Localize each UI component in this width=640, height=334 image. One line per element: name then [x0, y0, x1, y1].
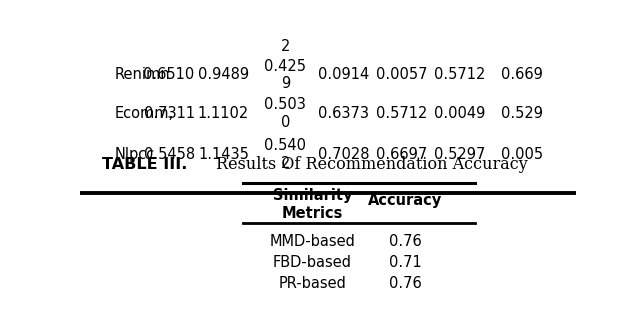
- Text: 0.71: 0.71: [389, 255, 422, 270]
- Text: MMD-based: MMD-based: [269, 234, 355, 249]
- Text: 0.005: 0.005: [500, 147, 543, 162]
- Text: 0.76: 0.76: [389, 234, 422, 249]
- Text: 1.1102: 1.1102: [198, 106, 249, 121]
- Text: 0.540
2: 0.540 2: [264, 138, 307, 171]
- Text: Results Of Recommendation Accuracy: Results Of Recommendation Accuracy: [216, 156, 527, 173]
- Text: 2: 2: [281, 39, 290, 54]
- Text: Accuracy: Accuracy: [369, 193, 443, 208]
- Text: 0.6373: 0.6373: [318, 106, 369, 121]
- Text: Similarity
Metrics: Similarity Metrics: [273, 188, 352, 221]
- Text: TABLE III.: TABLE III.: [102, 157, 187, 172]
- Text: 0.0057: 0.0057: [376, 67, 428, 82]
- Text: 0.76: 0.76: [389, 276, 422, 291]
- Text: 0.5712: 0.5712: [434, 67, 485, 82]
- Text: PR-based: PR-based: [278, 276, 346, 291]
- Text: 0.9489: 0.9489: [198, 67, 249, 82]
- Text: 0.503
0: 0.503 0: [264, 97, 307, 130]
- Text: Ecomm,: Ecomm,: [115, 106, 174, 121]
- Text: 0.529: 0.529: [500, 106, 543, 121]
- Text: 0.5458: 0.5458: [143, 147, 195, 162]
- Text: 0.0914: 0.0914: [318, 67, 369, 82]
- Text: 0.7028: 0.7028: [317, 147, 369, 162]
- Text: Nlpcc: Nlpcc: [115, 147, 155, 162]
- Text: 1.1435: 1.1435: [198, 147, 249, 162]
- Text: 0.5712: 0.5712: [376, 106, 428, 121]
- Text: 0.669: 0.669: [501, 67, 543, 82]
- Text: FBD-based: FBD-based: [273, 255, 352, 270]
- Text: 0.5297: 0.5297: [434, 147, 485, 162]
- Text: Renimn: Renimn: [115, 67, 170, 82]
- Text: 0.6697: 0.6697: [376, 147, 428, 162]
- Text: 0.7311: 0.7311: [143, 106, 195, 121]
- Text: 0.425
9: 0.425 9: [264, 58, 307, 91]
- Text: 0.6510: 0.6510: [143, 67, 195, 82]
- Text: 0.0049: 0.0049: [434, 106, 485, 121]
